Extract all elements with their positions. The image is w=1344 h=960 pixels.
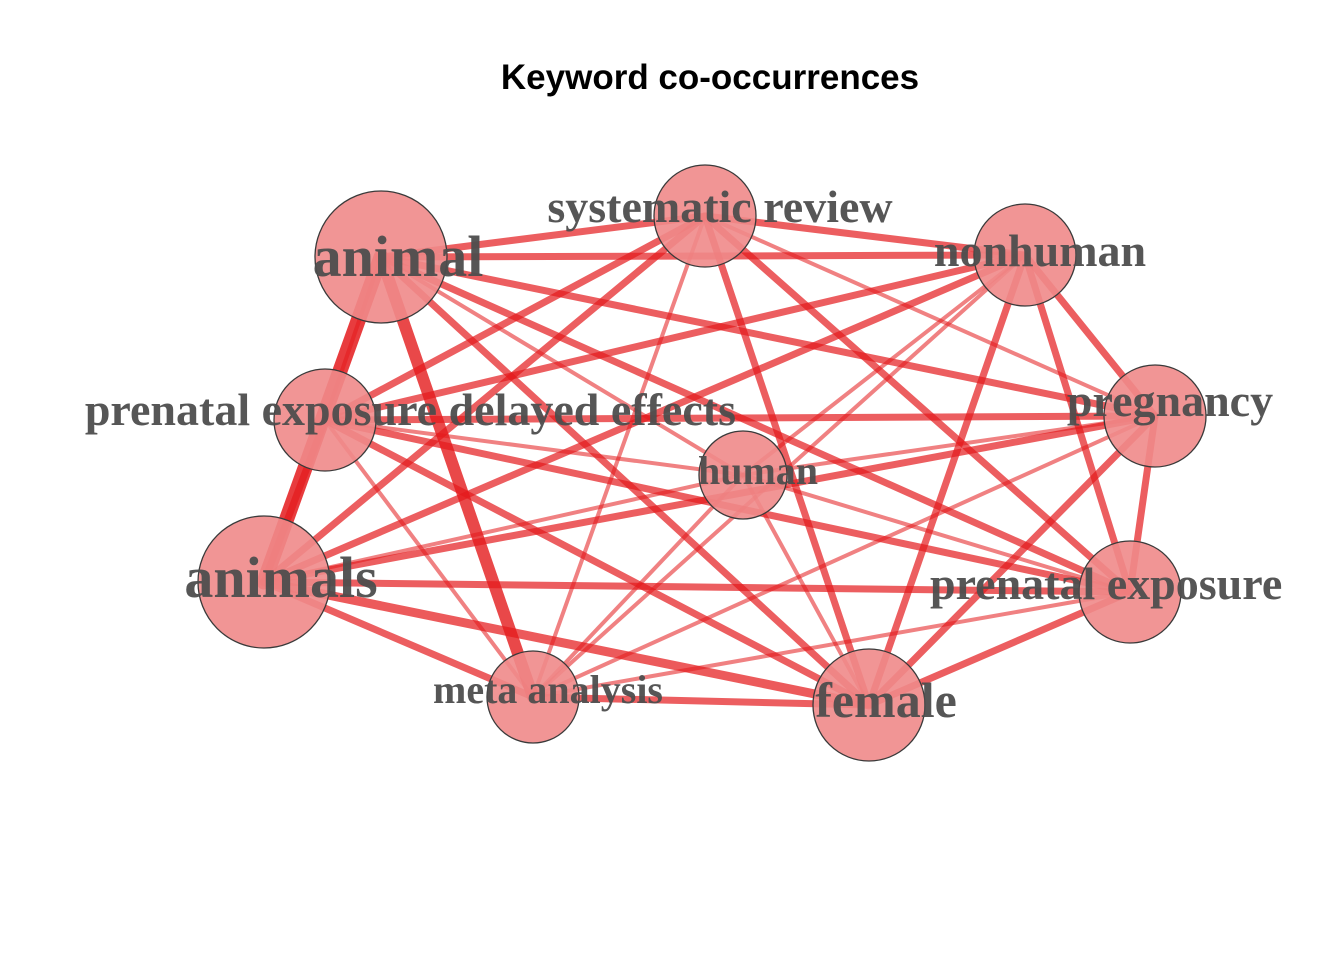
edge-nonhuman-female bbox=[865, 251, 1029, 709]
node-female[interactable] bbox=[812, 648, 926, 762]
edge-systematic_review-prenatal_exposure_delayed_effects bbox=[321, 212, 709, 424]
node-label-animals: animals bbox=[184, 545, 377, 610]
edge-nonhuman-prenatal_exposure bbox=[1021, 251, 1134, 596]
edge-animals-female bbox=[259, 577, 874, 710]
labels-layer: animal systematic review nonhuman pregnancy… bbox=[85, 181, 1282, 728]
edge-systematic_review-meta_analysis bbox=[531, 214, 707, 699]
edge-animal-prenatal_exposure bbox=[377, 253, 1134, 596]
edge-animals-prenatal_exposure bbox=[260, 578, 1134, 596]
edge-systematic_review-nonhuman bbox=[701, 212, 1029, 259]
node-prenatal_exposure_delayed_effects[interactable] bbox=[273, 368, 377, 472]
node-prenatal_exposure[interactable] bbox=[1078, 540, 1182, 644]
node-systematic_review[interactable] bbox=[653, 164, 757, 268]
edge-meta_analysis-prenatal_exposure bbox=[531, 590, 1132, 699]
node-label-prenatal_exposure: prenatal exposure bbox=[930, 558, 1282, 609]
edge-animal-pregnancy bbox=[377, 253, 1159, 420]
node-meta_analysis[interactable] bbox=[486, 650, 580, 744]
node-nonhuman[interactable] bbox=[973, 203, 1077, 307]
node-label-nonhuman: nonhuman bbox=[934, 225, 1146, 276]
edge-meta_analysis-human bbox=[531, 473, 745, 699]
node-animal[interactable] bbox=[314, 190, 448, 324]
node-label-meta_analysis: meta analysis bbox=[433, 667, 663, 712]
edge-pregnancy-human bbox=[741, 414, 1157, 477]
edge-pregnancy-female bbox=[865, 412, 1159, 709]
node-label-systematic_review: systematic review bbox=[547, 181, 892, 232]
edge-systematic_review-pregnancy bbox=[703, 214, 1157, 418]
edge-prenatal_exposure_delayed_effects-human bbox=[323, 418, 745, 477]
node-pregnancy[interactable] bbox=[1103, 364, 1207, 468]
edge-prenatal_exposure_delayed_effects-meta_analysis bbox=[323, 418, 535, 699]
edge-animal-meta_analysis bbox=[375, 251, 539, 703]
chart-title: Keyword co-occurrences bbox=[500, 58, 920, 97]
edge-prenatal_exposure_delayed_effects-female bbox=[321, 416, 873, 709]
nodes-layer bbox=[197, 164, 1207, 762]
edge-pregnancy-prenatal_exposure_delayed_effects bbox=[321, 412, 1159, 424]
node-label-human: human bbox=[698, 448, 818, 493]
node-label-female: female bbox=[815, 672, 957, 728]
edge-systematic_review-female bbox=[701, 212, 873, 709]
edge-pregnancy-meta_analysis bbox=[531, 414, 1157, 699]
edge-systematic_review-prenatal_exposure bbox=[701, 212, 1134, 596]
node-label-prenatal_exposure_delayed_effects: prenatal exposure delayed effects bbox=[85, 384, 736, 435]
edge-human-prenatal_exposure bbox=[741, 473, 1132, 594]
node-label-pregnancy: pregnancy bbox=[1067, 375, 1273, 426]
edge-systematic_review-animals bbox=[260, 212, 709, 586]
node-label-animal: animal bbox=[313, 224, 484, 289]
edge-nonhuman-prenatal_exposure_delayed_effects bbox=[321, 251, 1029, 424]
node-animals[interactable] bbox=[197, 515, 331, 649]
edge-animals-human bbox=[262, 473, 745, 584]
edge-nonhuman-human bbox=[741, 253, 1027, 477]
node-human[interactable] bbox=[698, 430, 788, 520]
